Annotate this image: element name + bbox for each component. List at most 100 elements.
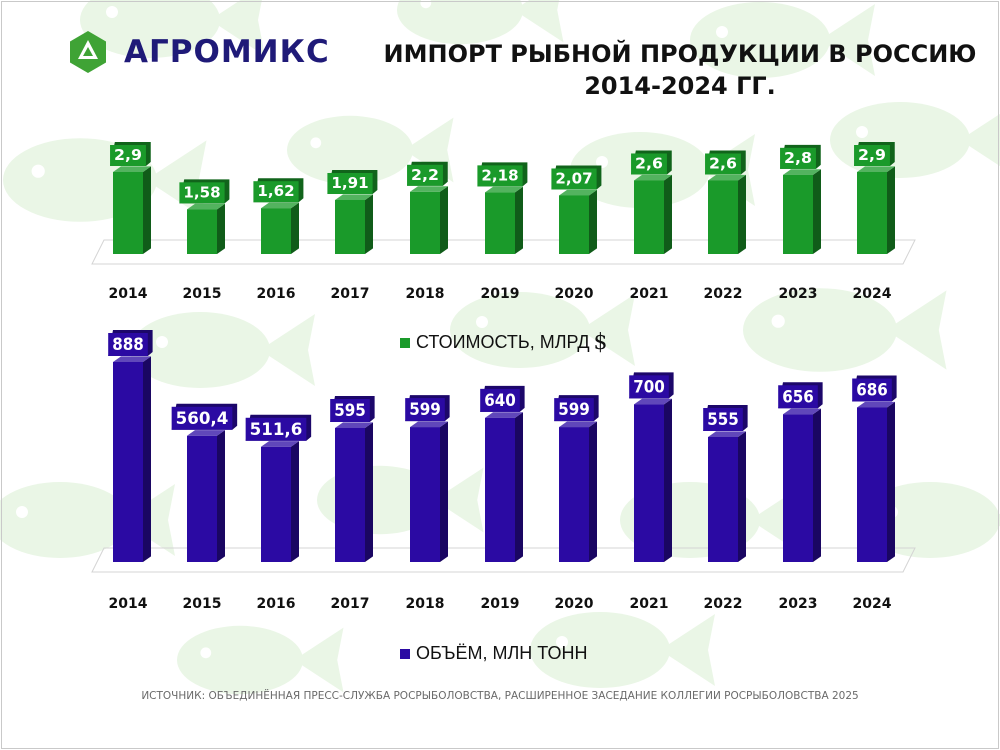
data-label-box xyxy=(327,172,373,194)
data-label-tag: 511,6 xyxy=(245,414,312,441)
bar-front xyxy=(857,407,887,562)
x-tick-label: 2017 xyxy=(331,596,370,612)
data-label-tag: 2,9 xyxy=(110,142,151,166)
data-label-tag: 599 xyxy=(554,395,599,422)
bar-front xyxy=(783,414,813,562)
bar-top xyxy=(187,203,225,210)
data-label-tag: 1,91 xyxy=(327,169,378,194)
bar-top xyxy=(783,169,821,175)
source-note: ИСТОЧНИК: ОБЪЕДИНЁННАЯ ПРЕСС-СЛУЖБА РОСР… xyxy=(141,690,859,702)
bar-value-2018 xyxy=(410,186,448,254)
bar-front xyxy=(187,209,217,254)
bar-chart-value: 2,9 2014 1,58 2015 1,62 2016 1,91 2017 2,2 2018 2,… xyxy=(91,142,916,302)
fish-watermark xyxy=(450,292,635,368)
bar-side xyxy=(664,174,672,254)
bar-top xyxy=(634,398,672,405)
bar-front xyxy=(485,192,515,254)
bar-volume-2015 xyxy=(187,430,225,562)
bar-front xyxy=(261,208,291,254)
fish-watermark xyxy=(80,0,265,58)
bar-volume-2016 xyxy=(261,441,299,562)
agromix-logo-icon xyxy=(70,31,106,73)
data-label: 2,07 xyxy=(555,169,592,187)
x-tick-label: 2014 xyxy=(109,596,148,612)
x-tick-label: 2023 xyxy=(779,596,818,612)
bar-top xyxy=(113,166,151,172)
bar-top xyxy=(485,186,523,193)
data-label-tag: 656 xyxy=(778,382,823,409)
fish-watermark xyxy=(743,288,947,372)
bar-front xyxy=(708,180,738,254)
fish-watermark xyxy=(690,2,875,78)
bar-value-2024 xyxy=(857,166,895,254)
bar-top xyxy=(857,401,895,408)
data-label: 2,18 xyxy=(481,166,518,184)
x-tick-label: 2018 xyxy=(406,286,445,302)
bar-top xyxy=(559,421,597,428)
data-label: 2,9 xyxy=(858,146,886,164)
fish-watermark xyxy=(397,0,564,45)
x-tick-label: 2017 xyxy=(331,286,370,302)
data-label-tag: 2,9 xyxy=(854,142,895,166)
bar-volume-2024 xyxy=(857,401,895,562)
bar-front xyxy=(783,174,813,254)
legend-value-label: СТОИМОСТЬ, МЛРД xyxy=(416,332,590,352)
data-label-tag: 2,18 xyxy=(477,162,528,187)
bar-front xyxy=(410,191,440,254)
data-label: 640 xyxy=(484,391,516,411)
bar-top xyxy=(187,430,225,436)
data-label: 2,6 xyxy=(709,154,737,172)
legend-volume-swatch xyxy=(400,648,410,659)
bar-side xyxy=(813,169,821,254)
bar-side xyxy=(143,166,151,254)
data-label: 2,9 xyxy=(114,146,142,164)
data-label: 888 xyxy=(112,335,144,355)
bar-front xyxy=(113,172,143,254)
bar-side xyxy=(589,189,597,254)
bar-value-2016 xyxy=(261,202,299,254)
data-label-tag: 2,6 xyxy=(631,150,672,175)
x-tick-label: 2014 xyxy=(109,286,148,302)
data-label-tag: 2,07 xyxy=(551,165,602,190)
bar-front xyxy=(485,417,515,562)
bar-top xyxy=(857,166,895,172)
data-label-box xyxy=(330,398,370,422)
data-label-tag: 555 xyxy=(703,405,748,431)
bar-side xyxy=(217,203,225,254)
data-label-box xyxy=(171,406,233,430)
data-label: 2,8 xyxy=(784,149,812,167)
bar-top xyxy=(335,194,373,200)
bar-top xyxy=(783,408,821,415)
title-line-2: 2014-2024 ГГ. xyxy=(584,72,776,100)
bar-side xyxy=(589,421,597,562)
bar-side xyxy=(291,441,299,562)
bar-top xyxy=(485,412,523,418)
fish-watermark xyxy=(530,612,715,688)
data-label-box xyxy=(405,398,445,422)
bar-value-2023 xyxy=(783,169,821,254)
x-tick-label: 2023 xyxy=(779,286,818,302)
data-label-box xyxy=(108,333,148,356)
bar-top xyxy=(410,186,448,192)
bar-volume-2017 xyxy=(335,422,373,562)
data-label: 511,6 xyxy=(250,420,303,440)
bar-value-2020 xyxy=(559,189,597,254)
legend-value-swatch xyxy=(400,337,410,348)
data-label: 1,62 xyxy=(257,182,294,200)
data-label-box xyxy=(477,165,523,187)
fish-watermark xyxy=(130,312,315,388)
x-tick-label: 2024 xyxy=(853,596,892,612)
bar-side xyxy=(440,421,448,562)
x-tick-label: 2022 xyxy=(704,596,743,612)
legend-value-unit: $ xyxy=(593,330,608,355)
bar-front xyxy=(634,404,664,562)
data-label-box xyxy=(110,145,146,166)
data-label-box xyxy=(480,388,520,412)
data-label: 599 xyxy=(558,400,590,420)
bar-front xyxy=(559,195,589,254)
brand: АГРОМИКС xyxy=(66,30,330,74)
data-label: 700 xyxy=(633,377,665,397)
x-tick-label: 2024 xyxy=(853,286,892,302)
data-label: 560,4 xyxy=(176,409,229,429)
